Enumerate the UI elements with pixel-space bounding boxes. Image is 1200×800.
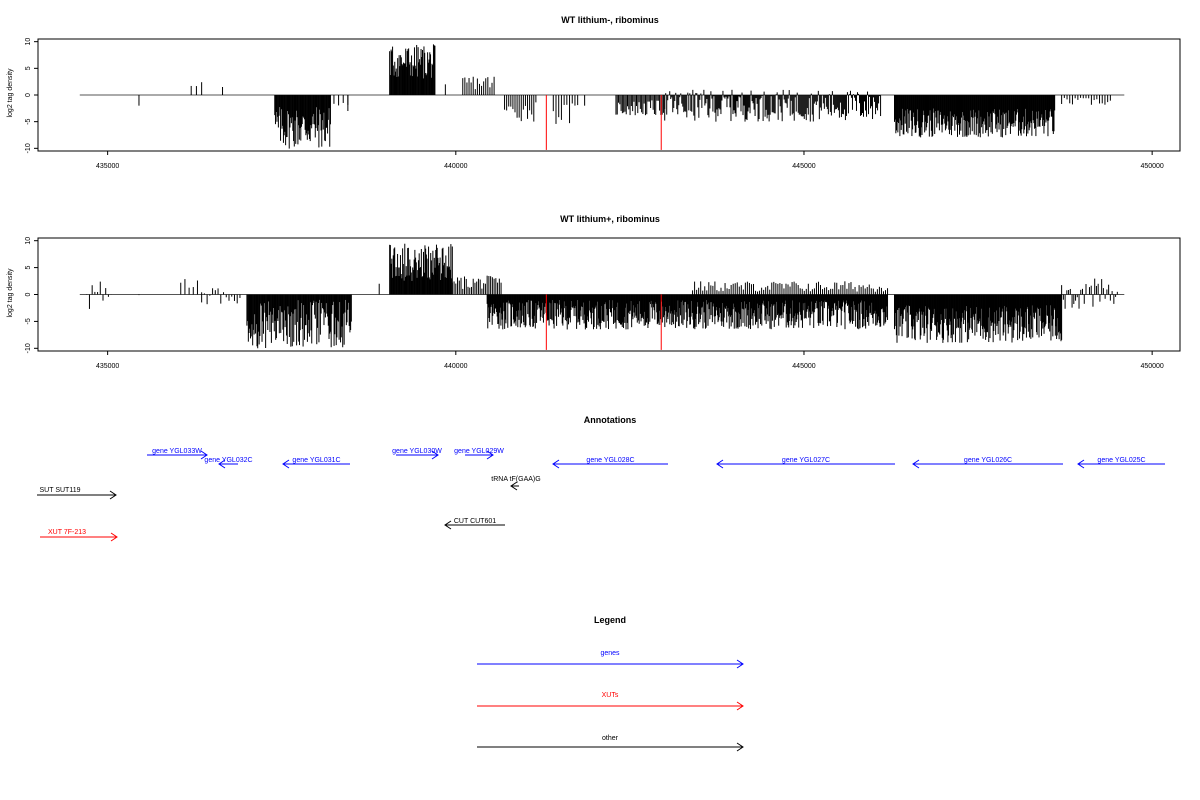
annotation-label: gene YGL028C xyxy=(586,457,634,464)
annotation-label: gene YGL029W xyxy=(454,448,504,455)
y-tick-label: -5 xyxy=(25,118,32,124)
annotation-gene-ygl027c: gene YGL027C xyxy=(716,457,895,469)
arrow-left-icon xyxy=(444,520,452,530)
annotation-cut-cut601: CUT CUT601 xyxy=(444,518,505,530)
arrow-right-icon xyxy=(486,450,494,460)
y-tick-label: 10 xyxy=(25,38,32,46)
x-tick-label: 435000 xyxy=(96,363,119,370)
x-tick-label: 435000 xyxy=(96,163,119,170)
annotation-gene-ygl026c: gene YGL026C xyxy=(912,457,1063,469)
chart-wt-lithium-minus: WT lithium-, ribominus log2 tag density … xyxy=(7,15,1181,170)
arrow-left-icon xyxy=(552,459,560,469)
annotation-label: gene YGL033W xyxy=(152,448,202,455)
bar-series xyxy=(79,243,1125,350)
annotation-gene-ygl029w: gene YGL029W xyxy=(454,448,504,460)
annotation-label: gene YGL030W xyxy=(392,448,442,455)
x-tick-label: 445000 xyxy=(792,163,815,170)
arrow-left-icon xyxy=(218,459,226,469)
annotation-gene-ygl028c: gene YGL028C xyxy=(552,457,668,469)
annotation-gene-ygl030w: gene YGL030W xyxy=(392,448,442,460)
x-tick-label: 440000 xyxy=(444,163,467,170)
arrow-right-icon xyxy=(200,450,208,460)
legend-title: Legend xyxy=(594,615,626,625)
annotation-label: gene YGL027C xyxy=(782,457,830,464)
y-tick-label: 10 xyxy=(25,237,32,245)
chart-wt-lithium-plus: WT lithium+, ribominus log2 tag density … xyxy=(7,214,1181,370)
arrow-right-icon xyxy=(431,450,439,460)
y-tick-label: 5 xyxy=(25,266,32,270)
arrow-left-icon xyxy=(282,459,290,469)
annotation-label: gene YGL025C xyxy=(1097,457,1145,464)
annotation-label: gene YGL026C xyxy=(964,457,1012,464)
annotation-label: CUT CUT601 xyxy=(454,518,496,525)
annotation-label: tRNA tF(GAA)G xyxy=(491,476,540,483)
legend-items: genes XUTs other xyxy=(477,650,744,752)
x-axis: 435000 440000 445000 450000 xyxy=(96,351,1164,370)
arrow-right-icon xyxy=(109,490,117,500)
x-tick-label: 450000 xyxy=(1140,363,1163,370)
annotation-trna-tf-gaa-g: tRNA tF(GAA)G xyxy=(491,476,541,491)
arrow-left-icon xyxy=(912,459,920,469)
legend-item-other: other xyxy=(477,735,744,752)
arrow-right-icon xyxy=(110,532,118,542)
x-tick-label: 450000 xyxy=(1140,163,1163,170)
y-tick-label: 0 xyxy=(25,93,32,97)
y-tick-label: 5 xyxy=(25,66,32,70)
arrow-left-icon xyxy=(510,481,518,491)
arrow-right-icon xyxy=(736,742,744,752)
annotation-gene-ygl032c: gene YGL032C xyxy=(204,457,253,469)
legend-label: other xyxy=(602,735,619,742)
y-tick-label: -10 xyxy=(25,143,32,153)
arrow-right-icon xyxy=(736,659,744,669)
y-axis: 10 5 0 -5 -10 xyxy=(25,38,38,153)
chart-title: WT lithium+, ribominus xyxy=(560,214,660,224)
annotation-gene-ygl033w: gene YGL033W xyxy=(147,448,208,460)
x-axis: 435000 440000 445000 450000 xyxy=(96,151,1164,170)
arrow-right-icon xyxy=(736,701,744,711)
annotation-label: XUT 7F-213 xyxy=(48,529,86,536)
annotation-xut-7f-213: XUT 7F-213 xyxy=(40,529,118,542)
y-axis-label: log2 tag density xyxy=(7,68,14,118)
annotation-label: SUT SUT119 xyxy=(40,487,81,494)
y-tick-label: -5 xyxy=(25,318,32,324)
x-tick-label: 445000 xyxy=(792,363,815,370)
arrow-left-icon xyxy=(1077,459,1085,469)
x-tick-label: 440000 xyxy=(444,363,467,370)
annotation-label: gene YGL032C xyxy=(204,457,252,464)
annotation-gene-ygl025c: gene YGL025C xyxy=(1077,457,1165,469)
y-axis: 10 5 0 -5 -10 xyxy=(25,237,38,353)
bar-series xyxy=(79,44,1125,150)
legend-item-gene: genes xyxy=(477,650,744,669)
y-axis-label: log2 tag density xyxy=(7,268,14,318)
legend-label: XUTs xyxy=(602,692,619,699)
annotation-gene-ygl031c: gene YGL031C xyxy=(282,457,350,469)
annotation-label: gene YGL031C xyxy=(292,457,340,464)
arrow-left-icon xyxy=(716,459,724,469)
y-tick-label: 0 xyxy=(25,292,32,296)
chart-title: WT lithium-, ribominus xyxy=(561,15,659,25)
y-tick-label: -10 xyxy=(25,343,32,353)
annotations-title: Annotations xyxy=(584,415,637,425)
legend-panel: Legend genes XUTs other xyxy=(477,615,744,752)
legend-item-xut: XUTs xyxy=(477,692,744,711)
annotation-sut-sut119: SUT SUT119 xyxy=(37,487,117,500)
legend-label: genes xyxy=(600,650,620,657)
